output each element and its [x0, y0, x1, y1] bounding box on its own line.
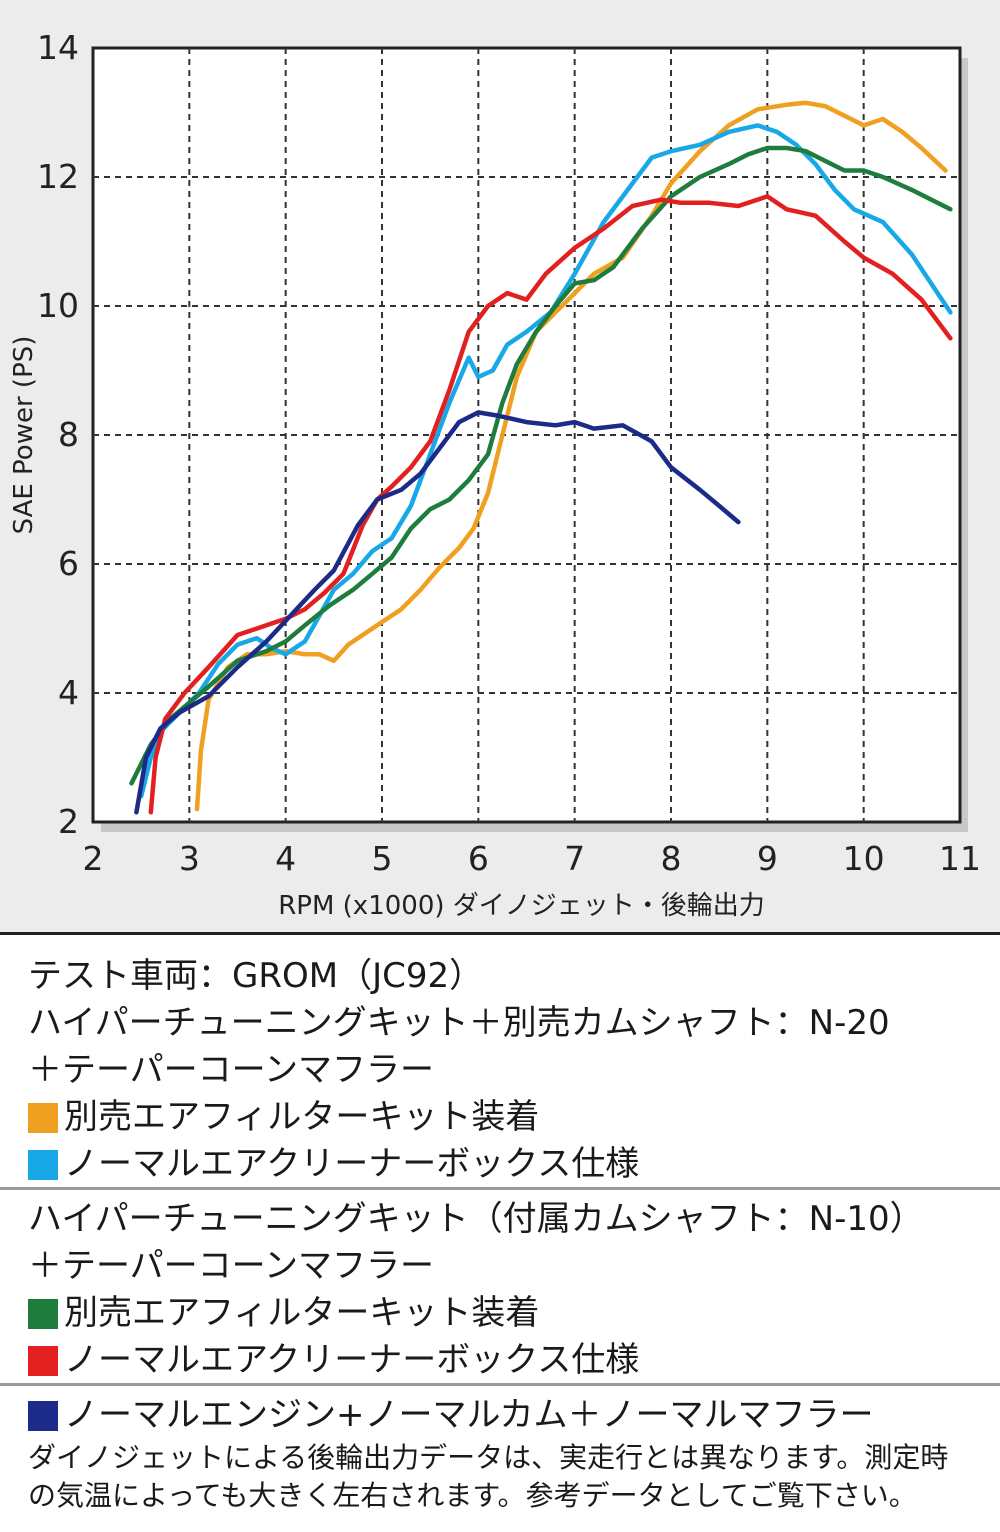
- x-tick-label: 2: [83, 839, 104, 878]
- muffler-label: ＋テーパーコーンマフラー: [28, 1246, 434, 1286]
- legend-entry-label: ノーマルエンジン+ノーマルカム＋ノーマルマフラー: [64, 1395, 874, 1435]
- legend-entry-navy: ノーマルエンジン+ノーマルカム＋ノーマルマフラー: [28, 1392, 1000, 1439]
- legend-entry-green: 別売エアフィルターキット装着: [28, 1290, 1000, 1337]
- x-tick-label: 5: [372, 839, 393, 878]
- footnote-line-1: ダイノジェットによる後輪出力データは、実走行とは異なります。測定時: [28, 1441, 949, 1474]
- navy-swatch: [28, 1400, 58, 1431]
- x-tick-label: 6: [468, 839, 489, 878]
- x-tick-label: 8: [661, 839, 682, 878]
- series-orange-line: [194, 100, 948, 812]
- y-tick-label: 4: [58, 673, 79, 712]
- series-red-line: [148, 194, 953, 815]
- x-axis-title: RPM (x1000) ダイノジェット・後輪出力: [278, 891, 765, 921]
- footnote-line-2: の気温によっても大きく左右されます。参考データとしてご覧下さい。: [28, 1479, 917, 1512]
- series-light-blue-line: [138, 123, 953, 799]
- legend-entry-label: ノーマルエアクリーナーボックス仕様: [64, 1340, 640, 1380]
- legend-entry-red: ノーマルエアクリーナーボックス仕様: [28, 1337, 1000, 1384]
- y-tick-label: 14: [37, 28, 79, 67]
- green-swatch: [28, 1298, 58, 1329]
- legend-group-normal: ノーマルエンジン+ノーマルカム＋ノーマルマフラー ダイノジェットによる後輪出力デ…: [0, 1383, 1000, 1515]
- series-navy-line: [134, 410, 741, 815]
- legend-entry-label: 別売エアフィルターキット装着: [64, 1293, 540, 1333]
- y-tick-label: 2: [58, 802, 79, 841]
- y-tick-label: 10: [37, 286, 79, 325]
- x-tick-label: 11: [939, 839, 981, 878]
- x-tick-label: 7: [564, 839, 585, 878]
- y-tick-label: 6: [58, 544, 79, 583]
- x-tick-label: 3: [179, 839, 200, 878]
- x-tick-label: 4: [275, 839, 296, 878]
- kit-n20-label: ハイパーチューニングキット＋別売カムシャフト：N-20: [28, 1003, 890, 1043]
- y-axis-title: SAE Power (PS): [9, 336, 39, 535]
- test-vehicle-label: テスト車両：GROM（JC92）: [28, 956, 484, 996]
- light-blue-swatch: [28, 1149, 58, 1180]
- legend-entry-light-blue: ノーマルエアクリーナーボックス仕様: [28, 1141, 1000, 1188]
- orange-swatch: [28, 1102, 58, 1133]
- legend-entry-orange: 別売エアフィルターキット装着: [28, 1094, 1000, 1141]
- series-green-line: [129, 145, 953, 786]
- x-tick-label: 9: [757, 839, 778, 878]
- muffler-label: ＋テーパーコーンマフラー: [28, 1050, 434, 1090]
- chart-panel: 2 3 4 5 6 7 8 9 10 11 2 4 6 8 10 12 14 RPM (x1000) ダイノジェッ…: [0, 0, 1000, 935]
- legend-group-n10: ハイパーチューニングキット（付属カムシャフト：N-10） ＋テーパーコーンマフラ…: [0, 1187, 1000, 1384]
- kit-n10-label: ハイパーチューニングキット（付属カムシャフト：N-10）: [28, 1199, 924, 1239]
- power-chart: 2 3 4 5 6 7 8 9 10 11 2 4 6 8 10 12 14 RPM (x1000) ダイノジェッ…: [9, 28, 981, 921]
- y-tick-label: 12: [37, 157, 79, 196]
- x-tick-label: 10: [843, 839, 885, 878]
- legend-group-n20: テスト車両：GROM（JC92） ハイパーチューニングキット＋別売カムシャフト：…: [0, 953, 1000, 1188]
- legend-entry-label: 別売エアフィルターキット装着: [64, 1097, 540, 1137]
- red-swatch: [28, 1345, 58, 1376]
- legend-panel: テスト車両：GROM（JC92） ハイパーチューニングキット＋別売カムシャフト：…: [0, 935, 1000, 1532]
- legend-entry-label: ノーマルエアクリーナーボックス仕様: [64, 1144, 640, 1184]
- y-tick-label: 8: [58, 415, 79, 454]
